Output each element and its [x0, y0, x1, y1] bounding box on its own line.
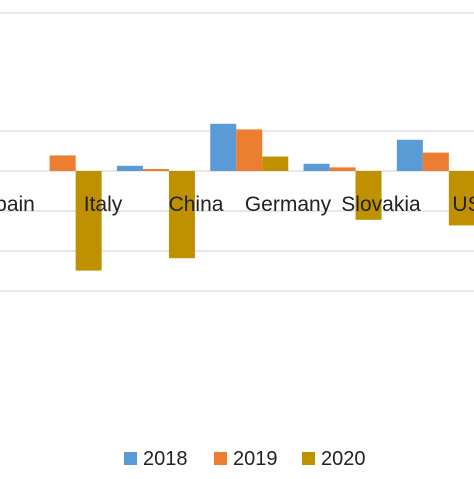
bar-2018-china	[210, 123, 237, 171]
legend-swatch-2020	[302, 452, 315, 465]
bars	[49, 123, 474, 271]
bar-2019-italy	[142, 169, 169, 171]
bar-2019-germany	[329, 167, 356, 171]
bar-2018-italy	[116, 165, 143, 171]
legend-label-2019: 2019	[233, 448, 278, 470]
category-label-spain: pain	[0, 193, 35, 216]
bar-2020-china	[262, 156, 289, 171]
category-labels: pain Italy China Germany Slovakia US	[0, 193, 474, 216]
category-label-slovakia: Slovakia	[341, 193, 421, 216]
bar-2019-slovakia	[422, 152, 449, 171]
category-label-usa: US	[452, 193, 474, 216]
legend-swatch-2018	[124, 452, 137, 465]
bar-2018-germany	[303, 163, 330, 171]
legend: 2018 2019 2020	[124, 448, 366, 470]
legend-label-2018: 2018	[143, 448, 188, 470]
category-label-italy: Italy	[84, 193, 123, 216]
legend-label-2020: 2020	[321, 448, 366, 470]
bar-2020-germany	[355, 171, 382, 220]
bar-2020-spain	[75, 171, 102, 271]
bar-2018-slovakia	[396, 139, 423, 171]
bar-2020-slovakia	[448, 171, 474, 226]
category-label-china: China	[169, 193, 224, 216]
bar-2019-spain	[49, 155, 76, 171]
bar-2020-italy	[168, 171, 195, 259]
category-label-germany: Germany	[245, 193, 332, 216]
legend-swatch-2019	[214, 452, 227, 465]
bar-2019-china	[236, 129, 263, 171]
